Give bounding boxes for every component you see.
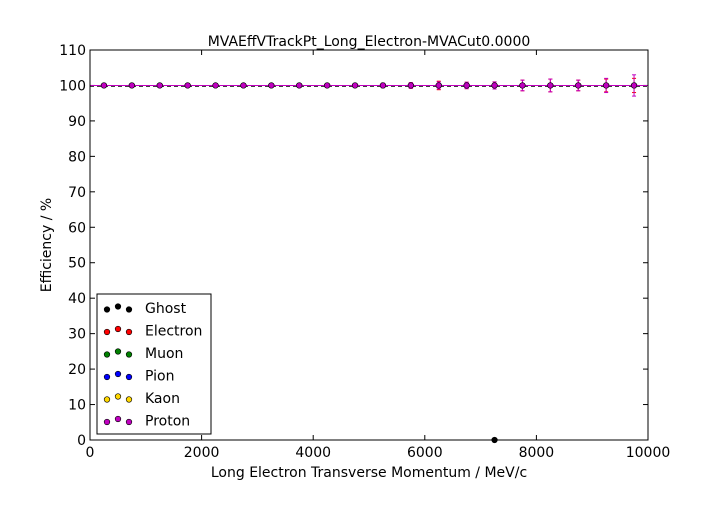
x-axis-label: Long Electron Transverse Momentum / MeV/… [211, 465, 527, 481]
legend-marker [103, 418, 111, 426]
data-point [128, 82, 135, 89]
plot-frame [89, 49, 649, 441]
legend-marker [103, 328, 111, 336]
data-point [463, 82, 470, 89]
legend-marker [125, 351, 133, 358]
legend-label: Kaon [145, 391, 180, 407]
data-point [296, 82, 303, 89]
legend-marker [103, 306, 111, 313]
legend-marker [103, 351, 111, 358]
data-point [630, 82, 638, 89]
y-tick-label: 90 [68, 114, 86, 130]
legend-marker [114, 415, 122, 423]
y-axis-ticks: 0 10 20 30 40 50 60 70 80 90 100 110 [59, 43, 648, 449]
data-point [491, 82, 498, 89]
legend-marker [114, 348, 122, 355]
data-point [519, 82, 526, 89]
y-tick-label: 80 [68, 149, 86, 165]
data-point [435, 82, 442, 89]
data-point [240, 82, 247, 89]
data-point [324, 82, 331, 89]
legend-marker [114, 393, 122, 400]
y-tick-label: 100 [59, 78, 86, 94]
legend-label: Ghost [145, 301, 187, 317]
y-axis-label: Efficiency / % [39, 198, 55, 292]
legend-marker [114, 303, 122, 310]
legend-label: Electron [145, 324, 202, 340]
data-point [603, 82, 610, 89]
x-tick-label: 6000 [407, 445, 443, 461]
y-tick-label: 70 [68, 185, 86, 201]
legend: Ghost Electron Muon Pion Kaon Proton [96, 293, 212, 435]
x-tick-label: 2000 [184, 445, 220, 461]
legend-marker [125, 373, 133, 381]
data-point [547, 82, 554, 89]
legend-marker [114, 325, 122, 333]
data-point [351, 82, 359, 89]
data-point [184, 82, 191, 89]
legend-marker [125, 328, 133, 336]
x-tick-label: 10000 [626, 445, 671, 461]
x-axis-ticks: 0 2000 4000 6000 8000 10000 [86, 50, 671, 461]
data-point [575, 82, 582, 89]
y-tick-label: 30 [68, 327, 86, 343]
x-tick-label: 0 [86, 445, 95, 461]
legend-marker [125, 418, 133, 426]
y-tick-label: 20 [68, 362, 86, 378]
chart-title: MVAEffVTrackPt_Long_Electron-MVACut0.000… [208, 34, 531, 50]
y-tick-label: 110 [59, 43, 86, 59]
data-point [407, 82, 414, 89]
data-point [379, 82, 387, 89]
legend-label: Muon [145, 346, 183, 362]
y-tick-label: 40 [68, 291, 86, 307]
legend-marker [114, 370, 122, 378]
data-point [268, 82, 275, 89]
data-markers [90, 74, 648, 444]
y-tick-label: 50 [68, 256, 86, 272]
x-tick-label: 4000 [295, 445, 331, 461]
legend-marker [103, 396, 111, 403]
legend-marker [103, 373, 111, 381]
legend-label: Proton [145, 414, 190, 430]
data-point [156, 82, 163, 89]
legend-label: Pion [145, 369, 174, 385]
legend-marker [125, 306, 133, 313]
data-point [100, 82, 108, 89]
y-tick-label: 60 [68, 220, 86, 236]
x-tick-label: 8000 [519, 445, 555, 461]
y-tick-label: 10 [68, 398, 86, 414]
legend-marker [125, 396, 133, 403]
data-point [212, 82, 219, 89]
legend-box [96, 293, 212, 435]
y-tick-label: 0 [77, 433, 86, 449]
